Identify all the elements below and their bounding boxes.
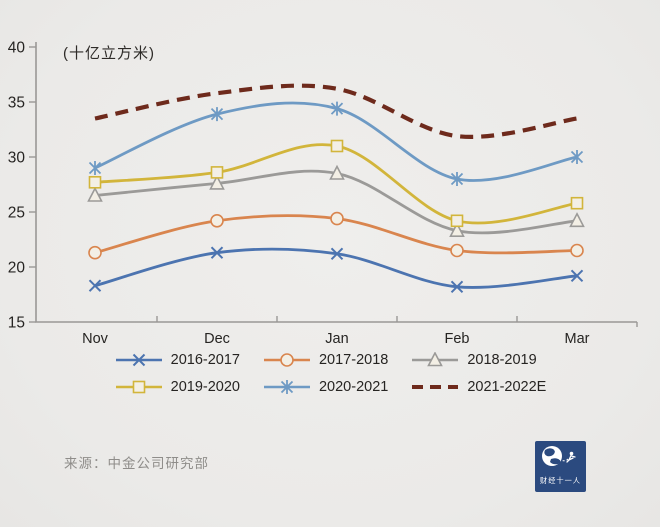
- legend-item-2018-2019: 2018-2019: [410, 352, 546, 368]
- legend-item-2020-2021: 2020-2021: [262, 379, 388, 395]
- brand-logo: 财经十一人: [535, 441, 586, 492]
- x-category-label: Mar: [565, 331, 590, 347]
- legend-label: 2016-2017: [170, 352, 240, 368]
- legend-label: 2019-2020: [170, 379, 240, 395]
- x-category-label: Jan: [325, 331, 348, 347]
- series-line: [94, 83, 578, 139]
- chart-legend: 2016-2017 2017-2018 2018-2019 2019-2020 2020…: [0, 352, 660, 395]
- x-category-label: Nov: [82, 331, 109, 347]
- legend-swatch: [115, 380, 162, 394]
- legend-label: 2017-2018: [318, 352, 389, 368]
- legend-label: 2021-2022E: [467, 379, 547, 395]
- y-tick-label: 25: [8, 205, 25, 222]
- y-tick-label: 20: [8, 260, 26, 277]
- series-2020-2021: [88, 101, 584, 186]
- gas-consumption-line-chart: 15 20 25 30 35 40 Nov Dec Jan Feb Mar: [8, 40, 638, 347]
- brand-logo-text: 财经十一人: [540, 476, 581, 485]
- legend-item-2016-2017: 2016-2017: [114, 352, 240, 368]
- y-axis-unit-label: (十亿立方米): [63, 45, 155, 62]
- series-2019-2020: [88, 139, 584, 228]
- series-2018-2019: [87, 164, 585, 237]
- y-tick-label: 40: [8, 40, 26, 57]
- x-category-label: Dec: [204, 331, 230, 347]
- legend-swatch: [115, 353, 162, 367]
- series-2021-2022E: [94, 83, 578, 139]
- legend-swatch: [263, 353, 310, 367]
- series-line: [94, 143, 578, 225]
- legend-swatch: [263, 380, 310, 394]
- legend-item-2019-2020: 2019-2020: [114, 379, 240, 395]
- y-tick-label: 35: [8, 95, 25, 112]
- legend-item-2021-2022E: 2021-2022E: [410, 379, 546, 395]
- legend-swatch: [412, 352, 459, 367]
- legend-label: 2020-2021: [318, 379, 389, 395]
- y-tick-label: 30: [8, 150, 26, 167]
- skier-icon: [566, 451, 576, 463]
- source-caption: 来源：中金公司研究部: [64, 456, 209, 471]
- series-2017-2018: [88, 211, 584, 260]
- series-2016-2017: [88, 246, 584, 294]
- legend-label: 2018-2019: [467, 352, 537, 368]
- y-tick-label: 15: [8, 315, 25, 332]
- legend-item-2017-2018: 2017-2018: [262, 352, 388, 368]
- legend-swatch: [412, 385, 459, 389]
- brand-logo-art: 财经十一人: [540, 446, 581, 485]
- x-category-label: Feb: [445, 331, 470, 347]
